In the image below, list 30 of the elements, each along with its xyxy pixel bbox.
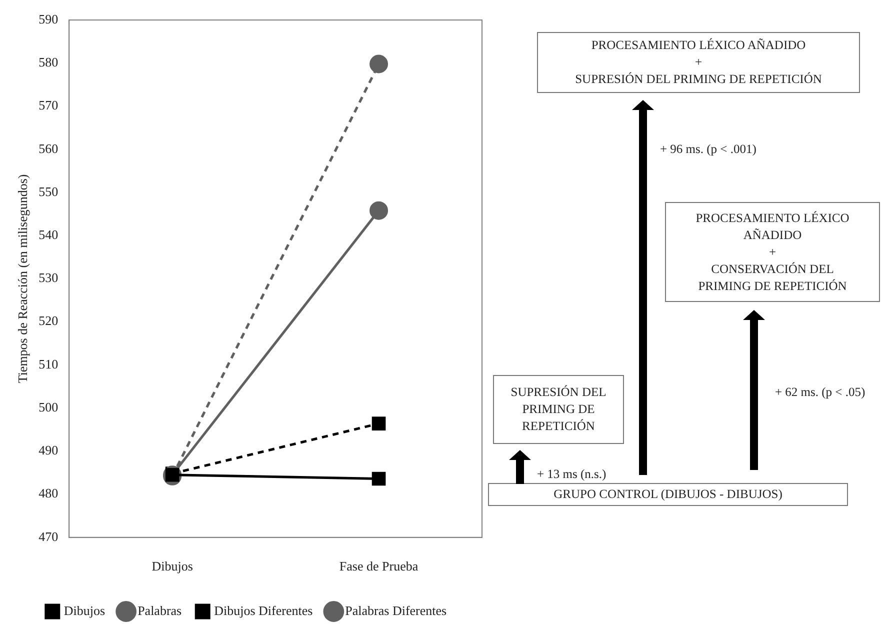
y-tick-label: 520 [38, 313, 58, 328]
x-tick-label: Fase de Prueba [339, 558, 418, 574]
y-tick-label: 490 [38, 442, 58, 458]
y-tick-label: 530 [38, 270, 58, 286]
text: PROCESAMIENTO LÉXICO AÑADIDO + CONSERVACIÓN DEL PRIMING DE REPETICIÓN [665, 202, 880, 302]
y-tick-label: 510 [38, 356, 58, 372]
y-tick-label: 590 [38, 11, 58, 26]
text: + 62 ms. (p < .05) [775, 385, 866, 400]
text: PROCESAMIENTO LÉXICO AÑADIDO + SUPRESIÓN DEL PRIMING DE REPETICIÓN [537, 32, 860, 93]
y-tick-label: 480 [38, 486, 58, 501]
text: GRUPO CONTROL (DIBUJOS - DIBUJOS) [488, 483, 848, 506]
legend-label: Dibujos Diferentes [214, 602, 313, 618]
point [370, 201, 388, 220]
y-tick-label: 470 [38, 528, 58, 544]
y-tick-label: 570 [38, 98, 58, 113]
y-axis-title: Tiempos de Reacción (en milisegundos) [15, 174, 30, 384]
text: SUPRESIÓN DEL PRIMING DE REPETICIÓN [493, 375, 624, 444]
legend-label: Palabras [138, 602, 182, 618]
legend-label: Palabras Diferentes [345, 602, 447, 618]
y-tick-label: 560 [38, 140, 58, 156]
y-tick-label: 500 [38, 399, 58, 414]
point [372, 416, 386, 430]
point [370, 54, 388, 74]
y-tick-label: 540 [38, 227, 58, 242]
y-tick-label: 580 [38, 54, 58, 70]
text: + 96 ms. (p < .001) [660, 142, 756, 157]
point [372, 472, 386, 486]
y-tick-label: 550 [38, 184, 58, 199]
text: + 13 ms (n.s.) [537, 467, 606, 482]
legend-label: Dibujos [64, 602, 106, 618]
